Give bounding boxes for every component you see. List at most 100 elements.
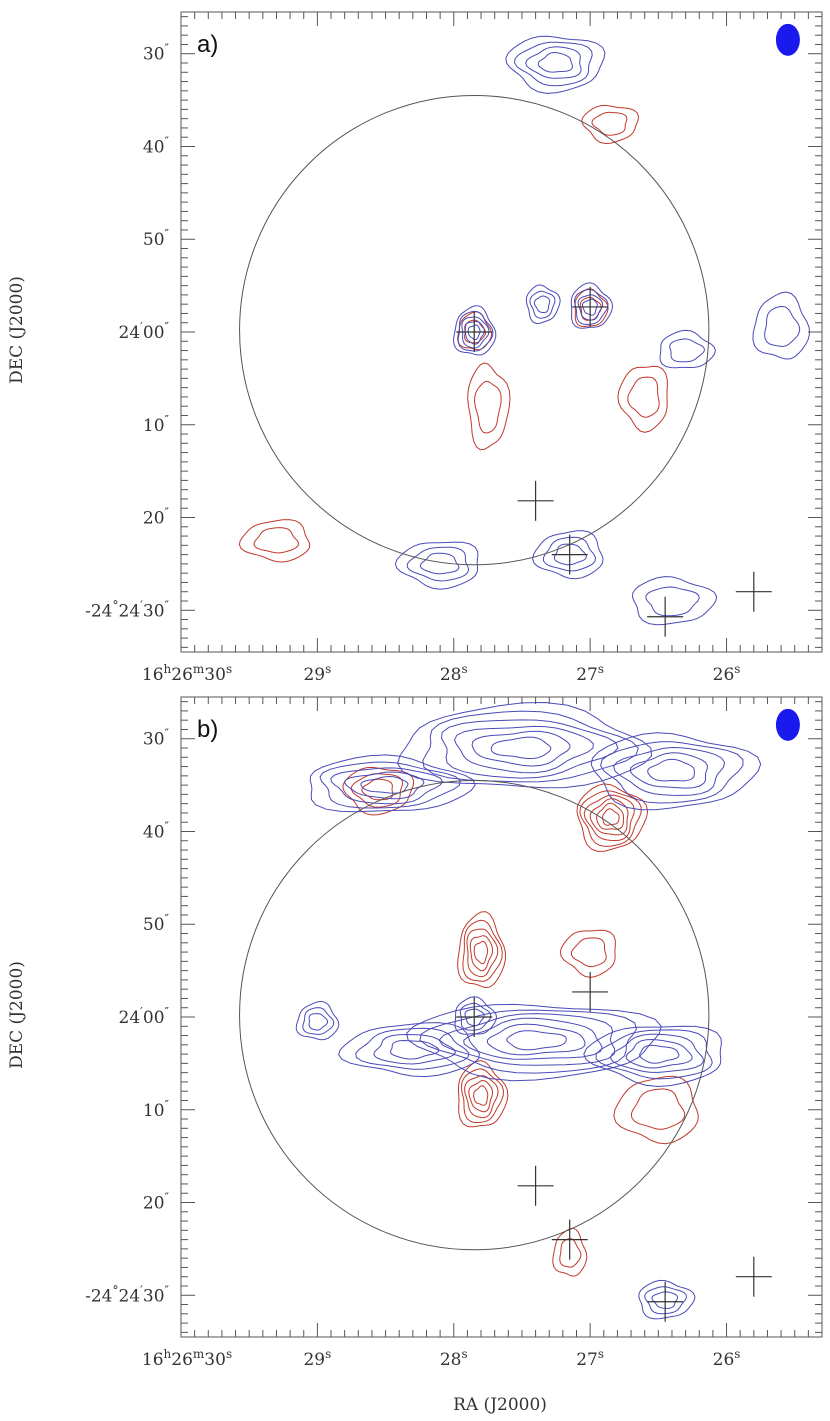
- blue-contour-3-3: [537, 51, 574, 73]
- y-tick-label-2: 50″: [143, 912, 170, 935]
- y-tick-label-1: 40″: [143, 134, 170, 157]
- x-tick-label-3: 27s: [576, 1347, 604, 1370]
- y-tick-label-6: -24°24′30″: [85, 598, 169, 621]
- source-cross-2: [517, 480, 554, 521]
- blue-contour-7-0: [454, 996, 498, 1035]
- source-cross-1: [572, 286, 609, 327]
- blue-contour-4-2: [419, 552, 460, 575]
- y-tick-label-4: 10″: [143, 1098, 170, 1121]
- y-tick-label-3: 24′00″: [119, 1005, 170, 1028]
- red-contour-2-1: [473, 380, 502, 434]
- y-tick-label-4: 10″: [143, 413, 170, 436]
- red-contour-3-0: [342, 766, 415, 816]
- blue-contour-4-0: [394, 541, 479, 590]
- red-contour-3-1: [591, 111, 628, 136]
- panel-b: b) 16h26m30s 29s 28s 27s 26s 30″ 40″ 50″ 24′00″ 10…: [85, 696, 823, 1370]
- blue-contour-3-3: [463, 1017, 603, 1060]
- red-contour-1-3: [468, 1079, 494, 1113]
- y-tick-label-0: 30″: [143, 727, 170, 750]
- red-contour-2-0: [467, 362, 511, 451]
- source-cross-0: [456, 997, 493, 1037]
- blue-contour-3-1: [419, 1009, 638, 1074]
- x-tick-label-1: 29s: [303, 1347, 331, 1370]
- blue-contour-2-1: [600, 741, 744, 804]
- y-tick-label-5: 20″: [143, 506, 170, 529]
- blue-contour-8-1: [645, 586, 700, 617]
- red-contour-5-1: [253, 527, 300, 554]
- blue-contour-2-1: [529, 290, 556, 319]
- source-cross-3: [551, 534, 588, 575]
- blue-contour-4-3: [625, 1038, 693, 1069]
- panel-label: b): [197, 716, 218, 743]
- blue-contour-4-2: [609, 1033, 705, 1073]
- blue-contour-4-1: [406, 546, 470, 582]
- source-cross-2: [517, 1165, 554, 1206]
- y-axis-label-b: DEC (J2000): [7, 961, 27, 1069]
- red-contour-6-0: [552, 1227, 588, 1277]
- blue-contour-1-3: [344, 771, 425, 800]
- primary-beam-circle: [239, 94, 710, 566]
- blue-contour-6-0: [295, 1000, 340, 1041]
- panel-label: a): [197, 31, 218, 58]
- plot-frame: [180, 11, 823, 653]
- red-contour-5-1: [630, 1088, 686, 1130]
- red-contour-2-1: [579, 790, 642, 847]
- x-tick-label-2: 28s: [440, 662, 468, 685]
- blue-contour-5-1: [355, 1027, 470, 1070]
- blue-contour-8-0: [631, 576, 718, 626]
- red-contour-0-3: [469, 935, 493, 972]
- blue-contour-2-0: [590, 732, 762, 811]
- y-tick-label-1: 40″: [143, 819, 170, 842]
- blue-contour-3-0: [505, 35, 606, 94]
- x-axis-label: RA (J2000): [453, 1395, 547, 1415]
- blue-contour-2-0: [525, 284, 561, 325]
- red-contour-0-0: [457, 911, 507, 989]
- blue-contour-7-0: [659, 329, 716, 369]
- beam-ellipse: [775, 23, 800, 56]
- red-contour-3-1: [350, 773, 404, 808]
- x-tick-label-0: 16h26m30s: [142, 1347, 232, 1370]
- red-contour-0-2: [466, 928, 499, 978]
- blue-contour-6-1: [764, 305, 801, 347]
- blue-contour-0-0: [397, 701, 653, 789]
- blue-contour-3-1: [514, 41, 593, 87]
- x-tick-label-2: 28s: [440, 1347, 468, 1370]
- red-contour-4-0: [559, 929, 616, 978]
- blue-contour-3-4: [486, 1023, 586, 1056]
- blue-contour-0-3: [453, 725, 594, 774]
- x-tick-label-0: 16h26m30s: [142, 662, 232, 685]
- red-contour-2-5: [602, 808, 620, 826]
- x-tick-label-1: 29s: [303, 662, 331, 685]
- blue-contour-1-1: [319, 761, 461, 809]
- blue-contour-2-2: [613, 746, 726, 796]
- blue-contour-5-2: [373, 1033, 456, 1065]
- x-tick-label-4: 26s: [713, 662, 741, 685]
- source-cross-5: [735, 571, 772, 612]
- blue-contour-6-0: [752, 291, 811, 360]
- primary-beam-circle: [239, 779, 710, 1251]
- source-cross-0: [456, 312, 493, 352]
- source-cross-1: [572, 971, 609, 1012]
- red-contour-2-2: [583, 794, 635, 842]
- red-contour-1-4: [473, 1085, 489, 1106]
- blue-contour-5-3: [390, 1039, 440, 1060]
- blue-contour-5-0: [338, 1022, 480, 1078]
- y-axis-label-a: DEC (J2000): [7, 276, 27, 384]
- y-tick-label-6: -24°24′30″: [85, 1283, 169, 1306]
- panel-a: a) 16h26m30s 29s 28s 27s 26s 30″ 40″ 50″ 24′00″ 10…: [85, 11, 823, 685]
- red-contour-3-0: [581, 104, 640, 145]
- blue-contour-3-0: [406, 1003, 662, 1082]
- red-contour-2-0: [576, 783, 649, 852]
- blue-contour-5-0: [532, 530, 604, 580]
- blue-contour-0-5: [490, 736, 552, 759]
- blue-contour-2-3: [629, 752, 708, 789]
- red-contour-3-2: [361, 778, 394, 801]
- blue-contour-0-0: [452, 305, 497, 356]
- red-contour-4-1: [627, 376, 660, 418]
- y-tick-label-0: 30″: [143, 42, 170, 65]
- red-contour-0-1: [462, 919, 503, 982]
- red-contour-6-1: [559, 1238, 582, 1268]
- blue-contour-0-4: [471, 730, 571, 767]
- blue-contour-6-1: [302, 1007, 335, 1035]
